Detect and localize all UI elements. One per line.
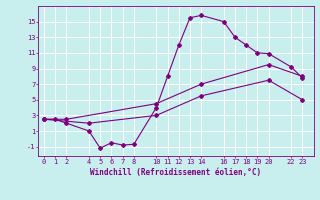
X-axis label: Windchill (Refroidissement éolien,°C): Windchill (Refroidissement éolien,°C) bbox=[91, 168, 261, 177]
